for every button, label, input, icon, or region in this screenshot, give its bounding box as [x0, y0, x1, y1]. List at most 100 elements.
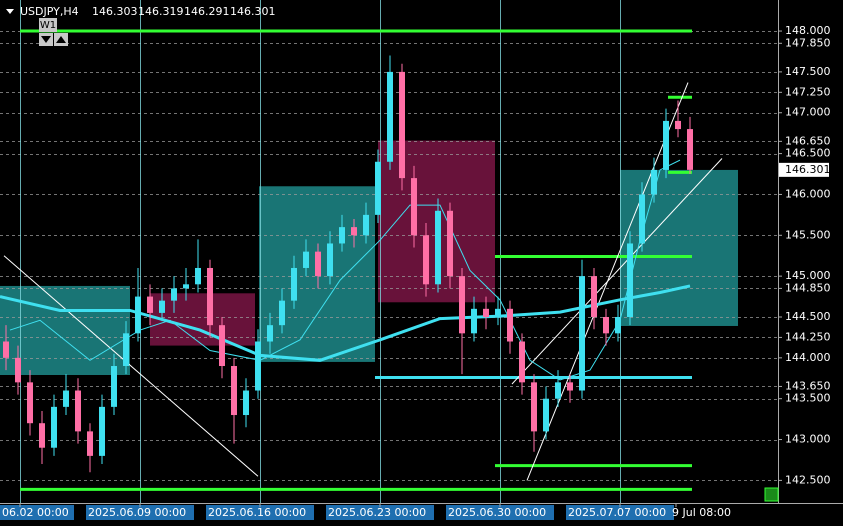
last-price-box	[779, 162, 829, 177]
trend-line	[3, 255, 259, 477]
x-tick-label: 2025.06.16 00:00	[208, 506, 306, 519]
candle-body	[39, 423, 45, 448]
ohlc-value: 146.319	[138, 5, 184, 18]
candle-body	[531, 382, 537, 432]
candle-body	[27, 382, 33, 424]
candle-body	[555, 382, 561, 399]
candle-body	[675, 120, 681, 130]
y-tick-label: 147.000	[785, 106, 831, 119]
candle-body	[303, 251, 309, 268]
candle-body	[363, 214, 369, 236]
candle-body	[135, 296, 141, 334]
down-icon	[41, 36, 51, 43]
x-tick-label: 2025.06.23 00:00	[328, 506, 426, 519]
candle-body	[195, 267, 201, 285]
y-tick-label: 146.500	[785, 147, 831, 160]
y-tick-label: 143.000	[785, 433, 831, 446]
candle-body	[123, 333, 129, 367]
candle-body	[291, 267, 297, 301]
candle-body	[111, 366, 117, 407]
up-icon	[56, 36, 66, 43]
y-tick-label: 145.500	[785, 228, 831, 241]
candle-body	[543, 398, 549, 432]
x-tick-box	[446, 505, 554, 520]
candle-body	[627, 243, 633, 317]
y-tick-label: 144.000	[785, 351, 831, 364]
candle-body	[507, 308, 513, 342]
candle-body	[615, 316, 621, 334]
y-tick-label: 146.650	[785, 134, 831, 147]
y-tick-label: 145.000	[785, 269, 831, 282]
y-tick-label: 147.850	[785, 36, 831, 49]
y-tick-label: 147.250	[785, 85, 831, 98]
candle-body	[99, 406, 105, 456]
timeframe-button[interactable]	[39, 18, 57, 32]
candle-body	[75, 390, 81, 432]
timeframe-button-label[interactable]: W1	[40, 20, 56, 31]
x-tick-label: 2025.07.07 00:00	[568, 506, 666, 519]
candle-body	[459, 276, 465, 334]
candle-body	[63, 390, 69, 407]
y-tick-label: 143.650	[785, 379, 831, 392]
candle-body	[639, 194, 645, 244]
candle-body	[255, 341, 261, 391]
ohlc-value: 146.303	[92, 5, 138, 18]
candle-body	[579, 276, 585, 391]
candle-body	[183, 284, 189, 289]
candle-body	[423, 235, 429, 285]
plot-area	[0, 0, 778, 503]
candle-body	[495, 308, 501, 317]
candle-body	[483, 308, 489, 317]
candle-body	[651, 169, 657, 195]
chart-title: USDJPY,H4	[20, 5, 79, 18]
candle-body	[447, 210, 453, 277]
x-tick-label: 9 Jul 08:00	[672, 506, 731, 519]
y-tick-label: 143.500	[785, 392, 831, 405]
candle-body	[471, 308, 477, 334]
candle-body	[219, 325, 225, 367]
candle-body	[87, 431, 93, 456]
status-box[interactable]	[764, 487, 779, 502]
candle-body	[351, 227, 357, 236]
candle-body	[159, 300, 165, 313]
candle-body	[327, 243, 333, 277]
candle-body	[435, 210, 441, 285]
x-tick-box	[206, 505, 314, 520]
x-tick-box	[0, 505, 74, 520]
y-tick-label: 146.000	[785, 187, 831, 200]
candle-body	[231, 366, 237, 416]
last-price-label: 146.301	[785, 163, 831, 176]
x-tick-label: 06.02 00:00	[2, 506, 69, 519]
candle-body	[15, 357, 21, 383]
candle-body	[243, 390, 249, 416]
candle-body	[51, 406, 57, 448]
x-tick-box	[566, 505, 674, 520]
candle-body	[207, 267, 213, 326]
menu-arrow[interactable]	[6, 9, 14, 14]
y-tick-label: 144.500	[785, 310, 831, 323]
moving-average	[9, 159, 681, 381]
x-tick-box	[86, 505, 194, 520]
x-tick-label: 2025.06.09 00:00	[88, 506, 186, 519]
trend-line	[511, 158, 723, 385]
candle-body	[687, 129, 693, 170]
candle-body	[663, 120, 669, 170]
candle-body	[411, 178, 417, 236]
candle-body	[147, 296, 153, 313]
moving-average	[0, 284, 691, 362]
candle-body	[339, 227, 345, 244]
candle-body	[399, 71, 405, 179]
y-tick-label: 147.500	[785, 65, 831, 78]
candle-body	[603, 316, 609, 334]
candle-body	[315, 251, 321, 277]
y-tick-label: 144.850	[785, 281, 831, 294]
ohlc-value: 146.291	[184, 5, 230, 18]
candle-body	[3, 341, 9, 358]
x-tick-box	[326, 505, 434, 520]
ohlc-value: 146.301	[230, 5, 276, 18]
y-tick-label: 144.250	[785, 330, 831, 343]
candle-body	[387, 71, 393, 162]
candle-body	[519, 341, 525, 383]
x-tick-label: 2025.06.30 00:00	[448, 506, 546, 519]
